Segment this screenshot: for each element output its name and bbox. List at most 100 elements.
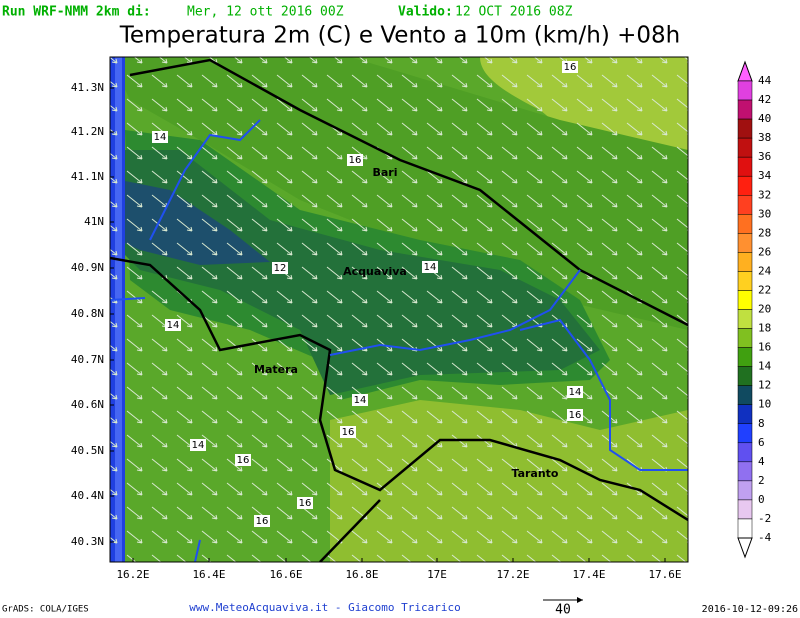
colorbar-band	[737, 518, 753, 539]
colorbar-band	[737, 118, 753, 139]
map-frame	[109, 56, 689, 563]
colorbar-band	[737, 214, 753, 234]
contour-label-box	[254, 515, 270, 527]
colorbar-label: -4	[758, 531, 772, 544]
colorbar-band	[737, 195, 753, 215]
contour-label-box	[567, 386, 583, 398]
lat-label: 40.7N	[71, 353, 104, 366]
colorbar-label: 10	[758, 398, 771, 411]
colorbar-band	[737, 233, 753, 253]
lon-label: 16.6E	[269, 568, 302, 581]
colorbar-label: 34	[758, 169, 772, 182]
lat-label: 40.5N	[71, 444, 104, 457]
colorbar-label: 6	[758, 436, 765, 449]
colorbar-label: 16	[758, 341, 771, 354]
run-date: Mer, 12 ott 2016 00Z	[187, 5, 344, 20]
city-label: Taranto	[511, 467, 558, 480]
colorbar-label: 4	[758, 455, 765, 468]
colorbar-label: 2	[758, 474, 765, 487]
contour-label: 16	[237, 455, 250, 466]
colorbar-label: 22	[758, 283, 771, 296]
contour-label-box	[190, 439, 206, 451]
colorbar-label: 0	[758, 493, 765, 506]
colorbar-label: 40	[758, 112, 771, 125]
colorbar-band	[737, 499, 753, 520]
lat-label: 40.6N	[71, 398, 104, 411]
city-label: Bari	[372, 166, 397, 179]
lon-label: 16.2E	[116, 568, 149, 581]
lat-label: 40.8N	[71, 307, 104, 320]
contour-label-box	[347, 154, 363, 166]
colorbar-label: 32	[758, 188, 771, 201]
valid-label: Valido:	[398, 5, 453, 20]
lon-label: 17.4E	[572, 568, 605, 581]
footer-left: GrADS: COLA/IGES	[2, 605, 89, 615]
valid-date: 12 OCT 2016 08Z	[455, 5, 573, 20]
colorbar-band	[737, 309, 753, 329]
colorbar-band	[737, 480, 753, 501]
lon-label: 17.6E	[648, 568, 681, 581]
colorbar-top	[737, 60, 753, 82]
contour-label: 16	[299, 498, 312, 509]
colorbar-label: 26	[758, 245, 771, 258]
colorbar-label: 18	[758, 322, 771, 335]
colorbar-band	[737, 347, 753, 367]
lat-label: 41.1N	[71, 170, 104, 183]
contour-label: 14	[154, 132, 167, 143]
contour-label: 14	[354, 395, 367, 406]
colorbar-label: 24	[758, 264, 772, 277]
contour-label: 14	[424, 262, 437, 273]
lat-label: 40.3N	[71, 535, 104, 548]
contour-label: 14	[569, 387, 582, 398]
lon-label: 16.8E	[345, 568, 378, 581]
contour-label: 14	[167, 320, 180, 331]
footer-right: 2016-10-12-09:26	[702, 604, 798, 615]
colorbar-band	[737, 461, 753, 482]
run-label: Run WRF-NMM 2km di:	[2, 5, 151, 20]
contour-label-box	[297, 497, 313, 509]
colorbar-band	[737, 290, 753, 310]
contour-label: 16	[564, 62, 577, 73]
colorbar-label: 36	[758, 150, 771, 163]
colorbar-band	[737, 385, 753, 405]
colorbar-label: 30	[758, 207, 771, 220]
city-label: Matera	[254, 363, 298, 376]
city-label: Acquaviva	[343, 265, 407, 278]
contour-label: 16	[342, 427, 355, 438]
colorbar-band	[737, 328, 753, 348]
contour-label-box	[152, 131, 168, 143]
contour-label-box	[165, 319, 181, 331]
map	[110, 57, 688, 562]
colorbar-band	[737, 442, 753, 463]
colorbar-label: 20	[758, 303, 771, 316]
contour-label: 12	[274, 263, 287, 274]
contour-label: 16	[569, 410, 582, 421]
lat-label: 41.2N	[71, 125, 104, 138]
colorbar-band	[737, 423, 753, 444]
colorbar-label: 42	[758, 93, 771, 106]
colorbar-label: 8	[758, 417, 765, 430]
colorbar-band	[737, 175, 753, 196]
scale-label: 40	[555, 603, 571, 618]
lat-label: 41N	[84, 215, 104, 228]
lat-label: 41.3N	[71, 81, 104, 94]
colorbar-label: -2	[758, 512, 771, 525]
colorbar-label: 28	[758, 226, 771, 239]
colorbar-label: 12	[758, 379, 771, 392]
title: Temperatura 2m (C) e Vento a 10m (km/h) …	[119, 23, 680, 49]
contour-label-box	[567, 409, 583, 421]
colorbar-label: 44	[758, 74, 772, 87]
lon-label: 17.2E	[496, 568, 529, 581]
colorbar-band	[737, 137, 753, 158]
colorbar-label: 38	[758, 131, 771, 144]
contour-label-box	[235, 454, 251, 466]
contour-label: 14	[192, 440, 205, 451]
colorbar-band	[737, 80, 753, 101]
contour-label: 16	[349, 155, 362, 166]
contour-label-box	[562, 61, 578, 73]
contour-label-box	[352, 394, 368, 406]
contour-label: 16	[256, 516, 269, 527]
footer-center: www.MeteoAcquaviva.it - Giacomo Tricaric…	[189, 601, 461, 614]
lon-label: 17E	[427, 568, 447, 581]
